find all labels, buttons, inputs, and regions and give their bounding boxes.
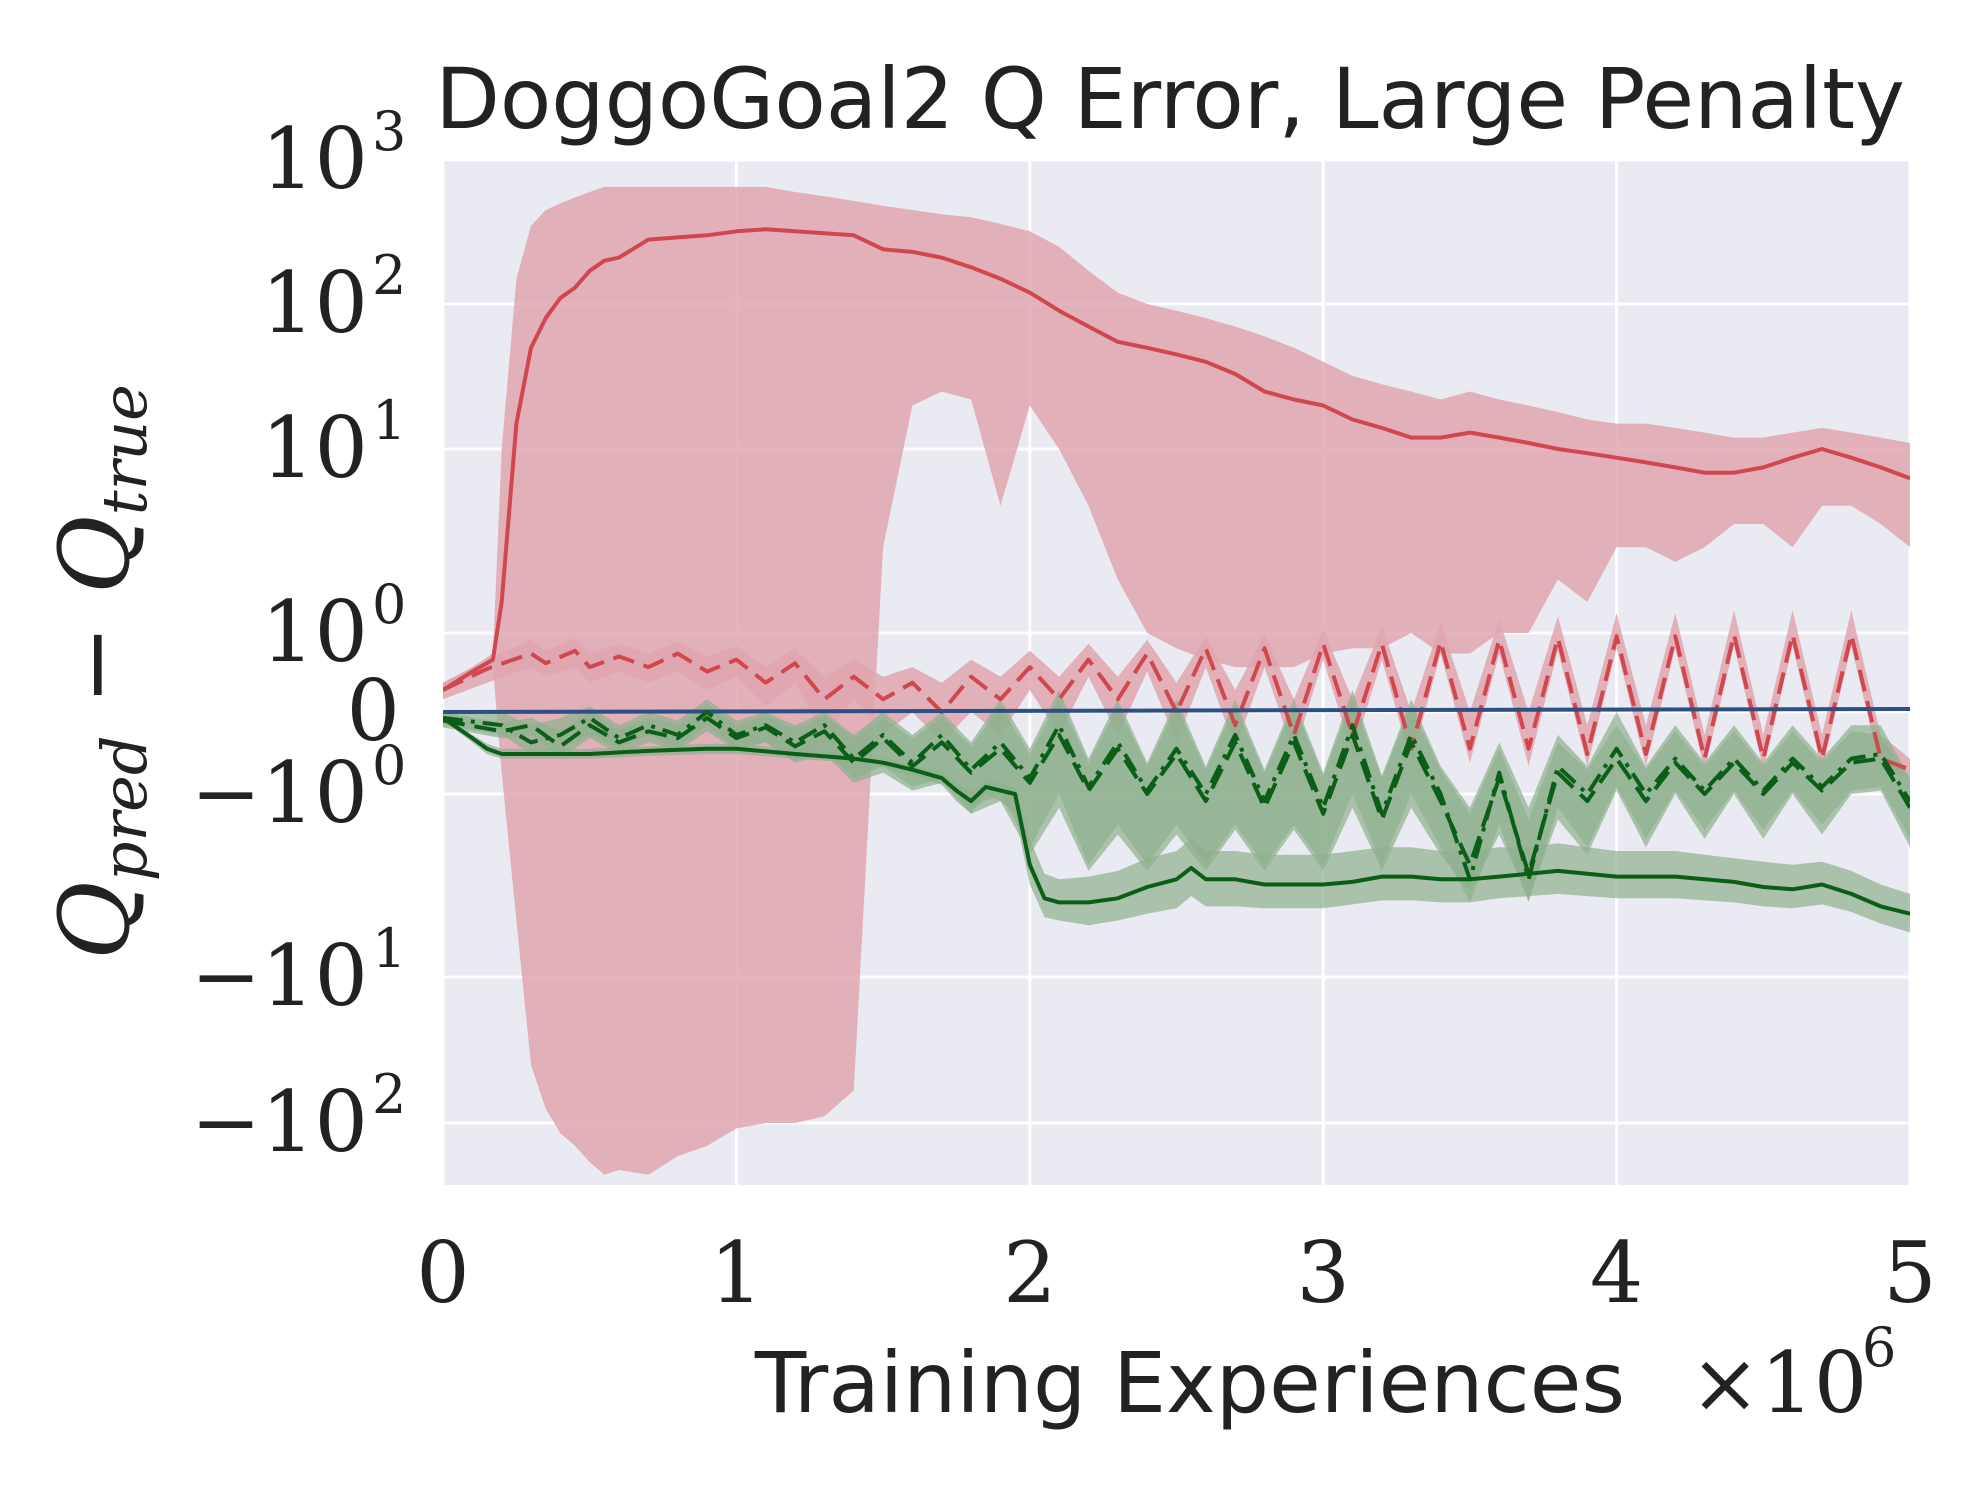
band-red-solid [443,186,1910,1175]
chart-title: DoggoGoal2 Q Error, Large Penalty [435,50,1905,148]
y-tick-base-6: −10 [191,927,368,1025]
line-blue-solid [443,707,1910,714]
ylabel-sub1: pred [88,735,161,881]
y-tick-base-0: 10 [261,110,368,208]
y-tick-label-6: −10 1 [191,917,407,1025]
x-tick-label-5: 5 [1883,1224,1936,1322]
x-multiplier-base: ×10 [1690,1334,1867,1432]
x-tick-label-0: 0 [416,1224,469,1322]
band-green-solid [443,715,1910,933]
y-tick-label-0: 10 3 [261,100,406,208]
x-tick-label-3: 3 [1296,1224,1349,1322]
y-tick-base-1: 10 [261,254,368,352]
line-red-solid [443,227,1910,692]
y-tick-exp-5: 0 [372,734,406,797]
y-tick-label-5: −10 0 [191,734,407,842]
svg-text:Qpred − Qtrue: Qpred − Qtrue [39,384,161,960]
y-tick-base-4: 0 [347,662,400,760]
y-tick-exp-3: 0 [372,573,406,636]
y-tick-exp-7: 2 [372,1063,406,1126]
line-layer [443,227,1910,916]
y-tick-base-3: 10 [261,583,368,681]
y-tick-base-7: −10 [191,1073,368,1171]
line-green-dash-dot [443,710,1910,882]
y-tick-exp-1: 2 [372,244,406,307]
x-tick-labels: 0 1 2 3 4 5 [416,1224,1936,1322]
y-tick-label-3: 10 0 [261,573,406,681]
line-green-solid [443,716,1910,916]
line-red-dashed [443,632,1910,772]
x-tick-label-2: 2 [1003,1224,1056,1322]
x-multiplier-exponent: 6 [1862,1316,1896,1379]
y-tick-label-1: 10 2 [261,244,406,352]
y-tick-label-2: 10 1 [261,389,406,497]
y-tick-base-5: −10 [191,744,368,842]
ylabel-q2: Q [39,515,151,594]
band-red-dashed [443,610,1910,779]
ylabel-minus: − [39,594,151,735]
x-axis-multiplier: ×10 6 [1690,1316,1896,1432]
y-tick-label-7: −10 2 [191,1063,407,1171]
x-tick-label-1: 1 [710,1224,763,1322]
y-tick-base-2: 10 [261,399,368,497]
ylabel-sub2: true [88,384,161,515]
x-axis-label: Training Experiences [754,1334,1625,1432]
x-tick-label-4: 4 [1590,1224,1643,1322]
y-tick-label-4: 0 [347,662,400,760]
y-tick-exp-6: 1 [372,917,406,980]
y-tick-exp-2: 1 [372,389,406,452]
line-green-dashed [443,715,1910,876]
band-layer [443,186,1910,1175]
y-tick-exp-0: 3 [372,100,406,163]
ylabel-q1: Q [39,881,151,960]
y-axis-label: Qpred − Qtrue [39,384,161,960]
